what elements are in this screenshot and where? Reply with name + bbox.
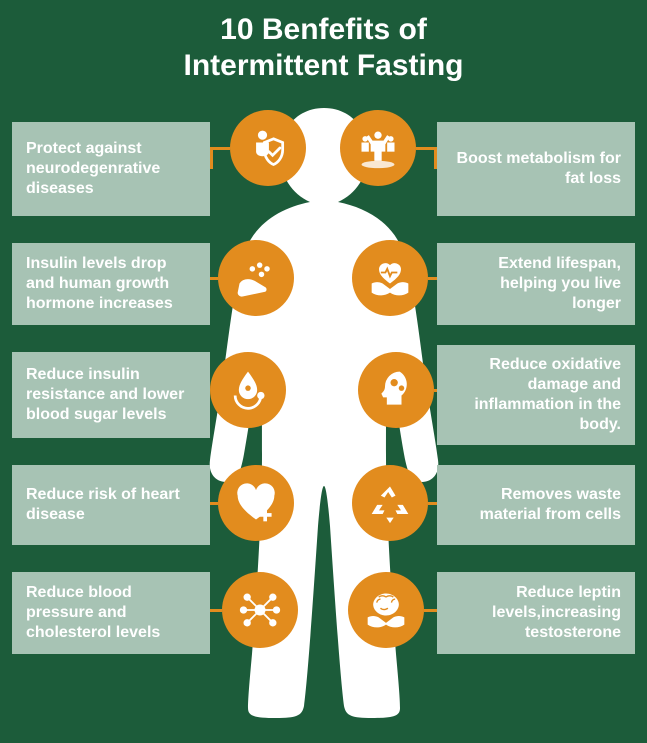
benefit-label: Reduce leptin levels,increasing testoste… xyxy=(451,583,621,643)
benefit-label: Protect against neurodegenrative disease… xyxy=(26,139,196,199)
benefit-label: Reduce blood pressure and cholesterol le… xyxy=(26,583,196,643)
title-line-1: 10 Benfefits of xyxy=(0,12,647,48)
connector xyxy=(210,609,222,612)
benefit-label: Reduce risk of heart disease xyxy=(26,485,196,525)
connector xyxy=(424,609,437,612)
benefit-box: Removes waste material from cells xyxy=(437,465,635,545)
benefit-label: Insulin levels drop and human growth hor… xyxy=(26,254,196,314)
network-dots-icon xyxy=(222,572,298,648)
benefit-box: Boost metabolism for fat loss xyxy=(437,122,635,216)
head-gears-icon xyxy=(358,352,434,428)
benefit-box: Reduce oxidative damage and inflammation… xyxy=(437,345,635,445)
connector xyxy=(210,148,213,169)
connector xyxy=(434,389,437,392)
blood-drop-steth-icon xyxy=(210,352,286,428)
connector xyxy=(210,277,218,280)
connector xyxy=(210,502,218,505)
hand-pills-icon xyxy=(218,240,294,316)
benefit-box: Reduce insulin resistance and lower bloo… xyxy=(12,352,210,438)
benefit-label: Reduce oxidative damage and inflammation… xyxy=(451,355,621,435)
shield-person-icon xyxy=(230,110,306,186)
hands-heart-ecg-icon xyxy=(352,240,428,316)
title-line-2: Intermittent Fasting xyxy=(0,48,647,84)
benefit-box: Protect against neurodegenrative disease… xyxy=(12,122,210,216)
recycle-icon xyxy=(352,465,428,541)
hands-brain-icon xyxy=(348,572,424,648)
page-title: 10 Benfefits of Intermittent Fasting xyxy=(0,0,647,84)
benefit-box: Reduce leptin levels,increasing testoste… xyxy=(437,572,635,654)
connector xyxy=(434,148,437,169)
benefit-label: Extend lifespan, helping you live longer xyxy=(451,254,621,314)
benefit-label: Reduce insulin resistance and lower bloo… xyxy=(26,365,196,425)
connector xyxy=(428,502,437,505)
connector xyxy=(210,147,230,150)
benefit-box: Reduce blood pressure and cholesterol le… xyxy=(12,572,210,654)
connector xyxy=(428,277,437,280)
benefit-box: Reduce risk of heart disease xyxy=(12,465,210,545)
heart-plus-icon xyxy=(218,465,294,541)
benefit-label: Removes waste material from cells xyxy=(451,485,621,525)
benefit-box: Extend lifespan, helping you live longer xyxy=(437,243,635,325)
benefit-label: Boost metabolism for fat loss xyxy=(451,149,621,189)
people-raise-icon xyxy=(340,110,416,186)
benefit-box: Insulin levels drop and human growth hor… xyxy=(12,243,210,325)
